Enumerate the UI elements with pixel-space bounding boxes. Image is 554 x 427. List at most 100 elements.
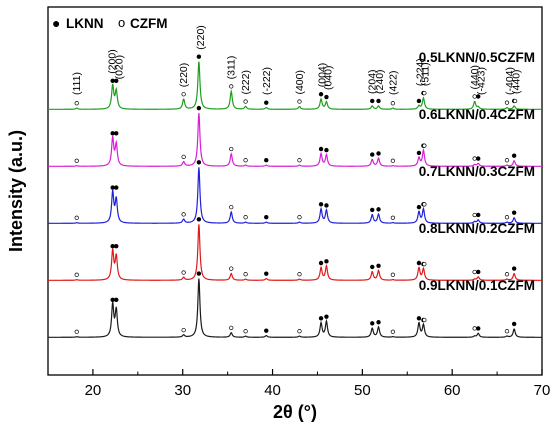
lknn-peak-marker (376, 151, 381, 156)
lknn-peak-marker (370, 207, 375, 213)
lknn-peak-marker (196, 105, 202, 111)
lknn-peak-marker (370, 98, 375, 104)
x-tick-label: 50 (354, 382, 371, 399)
czfm-peak-marker (243, 158, 248, 163)
lknn-peak-marker (324, 147, 329, 153)
czfm-peak-marker (297, 99, 302, 104)
lknn-peak-marker (318, 260, 324, 266)
miller-index-label: (220) (178, 63, 190, 88)
x-axis: 20 30 40 50 60 70 (47, 369, 550, 399)
czfm-peak-marker (229, 325, 234, 331)
lknn-peak-marker (110, 185, 115, 190)
czfm-peak-marker (229, 146, 234, 152)
lknn-peak-marker (324, 94, 329, 100)
lknn-peak-marker (476, 326, 481, 331)
sample-label-layer: 0.5LKNN/0.5CZFM 0.6LKNN/0.4CZFM 0.7LKNN/0.… (419, 50, 535, 293)
lknn-peak-marker (110, 131, 115, 136)
lknn-peak-marker (110, 244, 115, 249)
czfm-peak-marker (229, 204, 234, 210)
xrd-trace-1 (48, 61, 542, 110)
czfm-peak-marker (181, 327, 186, 333)
czfm-peak-marker (504, 158, 510, 163)
legend-czfm-label: CZFM (130, 16, 168, 31)
legend: ● LKNN o CZFM (52, 15, 168, 31)
sample-label: 0.7LKNN/0.3CZFM (419, 164, 535, 179)
czfm-peak-marker (390, 215, 396, 220)
lknn-peak-marker (114, 297, 119, 303)
lknn-peak-marker (476, 156, 481, 161)
miller-index-label: (-222) (261, 67, 273, 95)
lknn-peak-marker (324, 259, 329, 264)
lknn-peak-marker (318, 146, 324, 152)
sample-label: 0.5LKNN/0.5CZFM (419, 50, 535, 65)
lknn-peak-marker (114, 131, 119, 136)
czfm-peak-marker (504, 100, 510, 105)
lknn-peak-marker (324, 203, 329, 208)
czfm-peak-marker (504, 215, 510, 220)
lknn-peak-marker (370, 264, 375, 270)
lknn-peak-marker (476, 212, 481, 218)
legend-czfm-marker: o (118, 15, 125, 30)
x-tick-label: 40 (264, 382, 281, 399)
czfm-peak-marker (243, 99, 248, 104)
lknn-peak-marker (370, 152, 375, 157)
lknn-peak-marker (110, 297, 115, 303)
lknn-peak-marker (196, 271, 202, 276)
lknn-peak-marker (114, 185, 119, 190)
lknn-peak-marker (264, 271, 269, 276)
lknn-peak-marker (376, 320, 381, 325)
xrd-trace-5 (48, 278, 542, 338)
czfm-peak-marker (74, 329, 79, 334)
czfm-peak-marker (181, 270, 186, 275)
czfm-peak-marker (512, 98, 518, 104)
hkl-label-layer: (111) (200)(020) (220) (220) (311)(222) (-222… (71, 25, 522, 95)
sample-label: 0.6LKNN/0.4CZFM (419, 107, 535, 122)
lknn-peak-marker (416, 204, 422, 210)
czfm-peak-marker (504, 329, 510, 334)
lknn-peak-marker (416, 98, 422, 104)
miller-index-label: (440) (510, 69, 522, 94)
lknn-peak-marker (114, 244, 119, 249)
miller-index-label: (204) (367, 69, 379, 94)
miller-index-label: (040) (323, 66, 335, 91)
czfm-peak-marker (297, 158, 302, 163)
lknn-peak-marker (264, 328, 269, 333)
miller-index-label: (240) (374, 69, 386, 94)
czfm-peak-marker (74, 101, 79, 106)
lknn-peak-marker (318, 92, 324, 97)
miller-index-label: (311) (226, 56, 238, 80)
czfm-peak-marker (181, 212, 186, 217)
miller-index-label: (400) (294, 70, 306, 95)
czfm-peak-marker (74, 158, 79, 163)
lknn-peak-marker (264, 100, 269, 105)
miller-index-label: (111) (71, 72, 83, 95)
czfm-peak-marker (472, 94, 477, 99)
miller-index-label: (222) (240, 70, 252, 95)
lknn-peak-marker (370, 321, 375, 326)
lknn-peak-marker (511, 153, 517, 158)
lknn-peak-marker (110, 78, 115, 84)
czfm-peak-marker (472, 269, 477, 275)
czfm-peak-marker (243, 329, 248, 334)
czfm-peak-marker (390, 329, 396, 334)
czfm-peak-marker (472, 156, 477, 161)
miller-index-label: (020) (113, 55, 125, 80)
lknn-peak-marker (511, 266, 517, 271)
lknn-peak-marker (324, 314, 329, 319)
czfm-peak-marker (181, 92, 186, 97)
lknn-peak-marker (376, 207, 381, 212)
miller-index-label: (200) (106, 49, 118, 74)
marker-layer (74, 54, 518, 334)
czfm-peak-marker (297, 272, 302, 277)
czfm-peak-marker (472, 212, 477, 218)
lknn-peak-marker (416, 316, 422, 321)
czfm-peak-marker (297, 329, 302, 334)
lknn-peak-marker (476, 94, 481, 99)
lknn-peak-marker (416, 260, 422, 266)
miller-index-label: (422) (387, 70, 399, 95)
czfm-peak-marker (422, 202, 427, 207)
czfm-peak-marker (297, 215, 302, 220)
lknn-peak-marker (511, 210, 517, 215)
x-tick-label: 30 (174, 382, 191, 399)
